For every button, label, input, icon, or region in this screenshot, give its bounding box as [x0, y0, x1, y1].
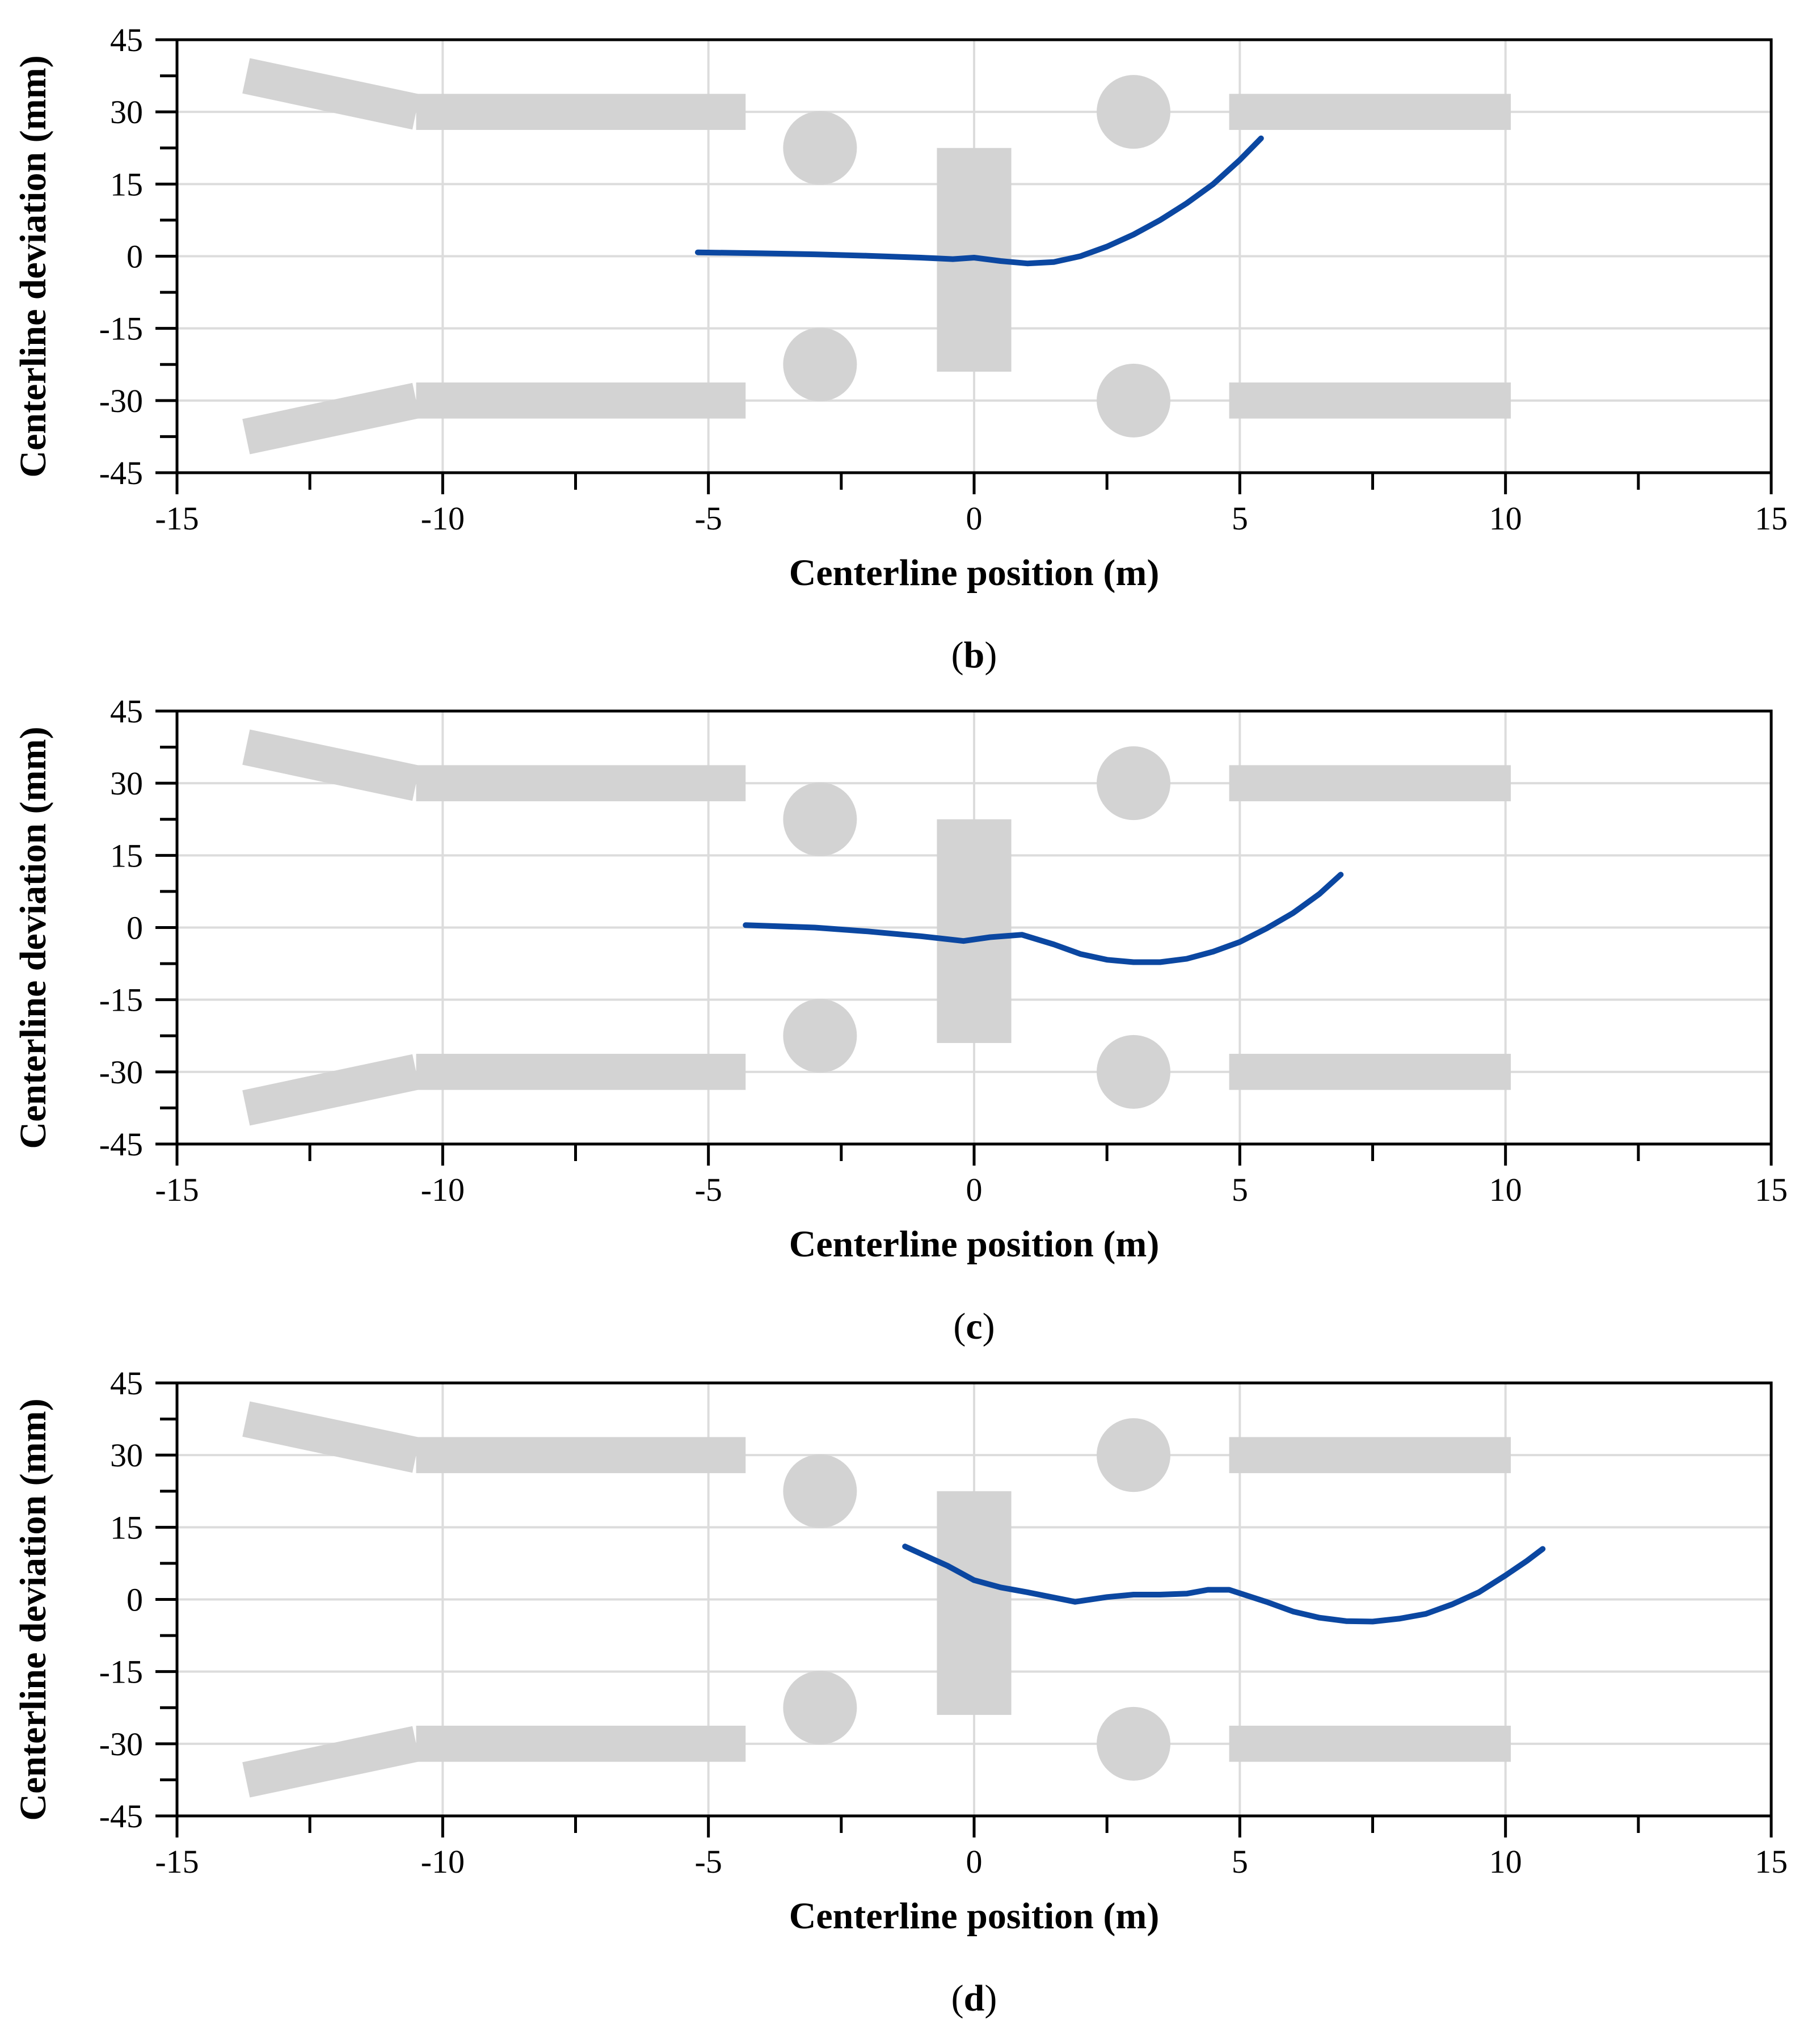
x-tick-label: 5: [1232, 500, 1248, 537]
y-tick-label: 15: [110, 1509, 143, 1546]
x-axis-title: Centerline position (m): [789, 552, 1160, 594]
obstacle-angled-wall: [242, 729, 420, 801]
obstacle-wall: [416, 1437, 746, 1473]
obstacle-wall: [1229, 1054, 1511, 1090]
obstacle-wall: [416, 1726, 746, 1762]
obstacle-angled-wall: [242, 1401, 420, 1473]
panel-c: -15 -10 -5 0 5 10 15 -45 -30 -15 0 15 30 45 Centerline…: [12, 693, 1788, 1347]
x-tick-label: -5: [695, 1171, 722, 1208]
y-tick-label: 0: [127, 910, 143, 947]
x-tick-label: 0: [966, 1171, 983, 1208]
y-tick-label: -30: [99, 382, 143, 419]
obstacle-wall: [416, 765, 746, 801]
y-tick-label: -45: [99, 1126, 143, 1163]
y-tick-label: 30: [110, 765, 143, 802]
y-tick-label: 45: [110, 1365, 143, 1402]
x-tick-label: -15: [155, 1843, 199, 1880]
y-tick-label: -30: [99, 1054, 143, 1091]
x-tick-label: 15: [1755, 500, 1788, 537]
obstacle-circle: [1097, 746, 1170, 821]
x-tick-label: 5: [1232, 1171, 1248, 1208]
x-tick-label: 15: [1755, 1171, 1788, 1208]
x-tick-label: 15: [1755, 1843, 1788, 1880]
y-tick-label: 45: [110, 22, 143, 58]
y-tick-label: 30: [110, 94, 143, 131]
y-tick-label: 15: [110, 837, 143, 874]
obstacle-wall: [1229, 94, 1511, 130]
obstacle-wall: [416, 94, 746, 130]
y-axis-title: Centerline deviation (mm): [12, 1398, 54, 1820]
x-tick-label: -5: [695, 500, 722, 537]
y-axis-title: Centerline deviation (mm): [12, 55, 54, 477]
obstacle-wall: [1229, 765, 1511, 801]
x-tick-label: 5: [1232, 1843, 1248, 1880]
x-tick-label: 10: [1489, 1171, 1522, 1208]
y-tick-label: 0: [127, 1582, 143, 1618]
obstacle-circle: [783, 327, 857, 402]
x-axis-title: Centerline position (m): [789, 1895, 1160, 1937]
obstacle-circle: [1097, 1035, 1170, 1109]
x-tick-label: 10: [1489, 1843, 1522, 1880]
x-tick-label: -15: [155, 500, 199, 537]
y-axis-title: Centerline deviation (mm): [12, 726, 54, 1149]
obstacle-wall: [416, 1054, 746, 1090]
x-tick-label: 10: [1489, 500, 1522, 537]
x-tick-label: -15: [155, 1171, 199, 1208]
obstacle-block: [937, 819, 1012, 1043]
obstacle-wall: [416, 382, 746, 419]
series-line: [743, 872, 1344, 965]
obstacle-circle: [783, 999, 857, 1073]
series-line: [902, 1544, 1546, 1625]
x-tick-label: 0: [966, 1843, 983, 1880]
x-tick-label: 0: [966, 500, 983, 537]
y-tick-label: -45: [99, 1798, 143, 1835]
y-tick-label: -15: [99, 310, 143, 347]
y-tick-label: -30: [99, 1726, 143, 1763]
obstacle-circle: [1097, 363, 1170, 438]
panel-caption: (b): [951, 634, 997, 676]
y-tick-label: 15: [110, 166, 143, 203]
obstacle-circle: [1097, 1418, 1170, 1492]
panel-caption: (d): [951, 1978, 997, 2019]
obstacle-wall: [1229, 1726, 1511, 1762]
obstacle-circle: [1097, 1706, 1170, 1781]
panel-d: -15 -10 -5 0 5 10 15 -45 -30 -15 0 15 30 45 Centerline…: [12, 1365, 1788, 2019]
y-tick-label: 0: [127, 238, 143, 275]
obstacle-circle: [783, 1671, 857, 1745]
panel-caption: (c): [953, 1306, 995, 1347]
y-tick-label: -45: [99, 455, 143, 491]
x-tick-label: -10: [421, 1171, 465, 1208]
obstacle-circle: [783, 111, 857, 185]
obstacle-angled-wall: [242, 382, 420, 455]
x-tick-label: -5: [695, 1843, 722, 1880]
x-axis-title: Centerline position (m): [789, 1223, 1160, 1265]
obstacle-wall: [1229, 1437, 1511, 1473]
x-tick-label: -10: [421, 500, 465, 537]
obstacle-wall: [1229, 382, 1511, 419]
series-line: [694, 135, 1264, 267]
obstacle-angled-wall: [242, 1726, 420, 1798]
obstacle-circle: [783, 1454, 857, 1528]
y-tick-label: -15: [99, 982, 143, 1019]
obstacle-circle: [1097, 75, 1170, 149]
panel-b: -15 -10 -5 0 5 10 15 -45 -30 -15 0 15 30 45 Centerline…: [12, 22, 1788, 676]
y-tick-label: 45: [110, 693, 143, 730]
y-tick-label: -15: [99, 1654, 143, 1691]
obstacle-angled-wall: [242, 1054, 420, 1126]
obstacle-block: [937, 1491, 1012, 1715]
x-tick-label: -10: [421, 1843, 465, 1880]
y-tick-label: 30: [110, 1437, 143, 1474]
obstacle-circle: [783, 782, 857, 856]
obstacle-angled-wall: [242, 58, 420, 130]
